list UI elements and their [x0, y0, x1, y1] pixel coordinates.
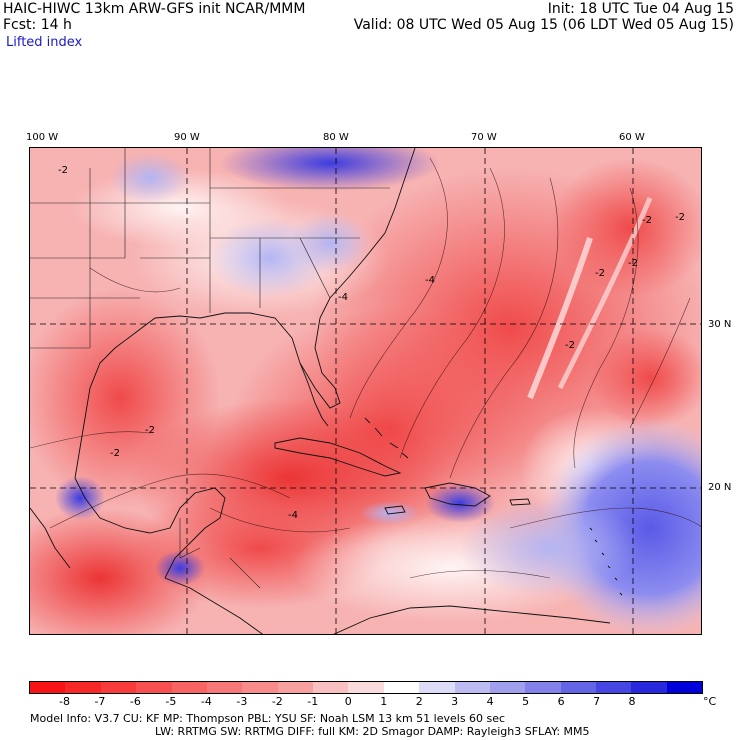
color-scale-tick-label: -5	[165, 695, 177, 708]
color-scale-segment	[136, 682, 172, 693]
lon-label-80w: 80 W	[323, 132, 349, 143]
color-scale-tick-label: 8	[628, 695, 636, 708]
color-scale-tick-label: 6	[557, 695, 565, 708]
contour-label: -2	[58, 165, 68, 176]
color-scale-segment	[383, 682, 420, 693]
color-scale-segment	[277, 682, 313, 693]
color-scale-segment	[171, 682, 207, 693]
contour-label: -2	[642, 215, 652, 226]
lon-label-60w: 60 W	[619, 132, 645, 143]
contour-label: -4	[425, 275, 435, 286]
color-scale-bar	[29, 681, 703, 694]
contour-label: -4	[338, 292, 348, 303]
color-scale-segment	[631, 682, 667, 693]
valid-time: Valid: 08 UTC Wed 05 Aug 15 (06 LDT Wed …	[353, 17, 734, 33]
contour-label: -2	[595, 268, 605, 279]
color-scale-segment	[65, 682, 101, 693]
contour-label: -2	[145, 425, 155, 436]
field-name: Lifted index	[6, 35, 83, 50]
forecast-hour: Fcst: 14 h	[3, 17, 72, 33]
color-scale-unit: °C	[703, 695, 717, 708]
lon-label-90w: 90 W	[174, 132, 200, 143]
color-scale-tick-label: -2	[271, 695, 283, 708]
init-time: Init: 18 UTC Tue 04 Aug 15	[547, 1, 734, 17]
color-scale-segment	[30, 682, 66, 693]
color-scale-segment	[489, 682, 526, 693]
lifted-index-map: -2 -4 -2 -2 -4 -2 -2 -2 -4 -2 -2	[29, 147, 702, 635]
color-scale-tick-label: -3	[236, 695, 248, 708]
color-scale-tick-label: 4	[486, 695, 494, 708]
contour-label: -2	[110, 448, 120, 459]
color-scale-segment	[596, 682, 632, 693]
color-scale-tick-label: 7	[593, 695, 601, 708]
contour-label: -2	[565, 340, 575, 351]
color-scale-tick-label: 2	[415, 695, 423, 708]
map-canvas: -2 -4 -2 -2 -4 -2 -2 -2 -4 -2 -2	[30, 148, 701, 634]
color-scale-tick-label: -4	[200, 695, 212, 708]
color-scale-tick-label: -6	[129, 695, 141, 708]
color-scale-segment	[206, 682, 243, 693]
model-info-line1: Model Info: V3.7 CU: KF MP: Thompson PBL…	[30, 712, 506, 725]
color-scale-tick-label: 1	[380, 695, 388, 708]
color-scale-tick-label: -7	[94, 695, 106, 708]
color-scale-tick-label: 0	[344, 695, 352, 708]
model-title: HAIC-HIWC 13km ARW-GFS init NCAR/MMM	[3, 1, 306, 17]
contour-label: -2	[628, 258, 638, 269]
color-scale-segment	[100, 682, 137, 693]
color-scale-tick-label: -8	[58, 695, 70, 708]
color-scale-tick-label: -1	[307, 695, 319, 708]
lon-label-100w: 100 W	[26, 132, 59, 143]
color-scale-tick-label: 3	[451, 695, 459, 708]
color-scale-segment	[560, 682, 596, 693]
color-scale-segment	[242, 682, 278, 693]
color-scale-segment	[454, 682, 490, 693]
color-scale-segment	[666, 682, 703, 693]
color-scale-segment	[525, 682, 561, 693]
color-scale-segment	[348, 682, 384, 693]
contour-label: -4	[288, 510, 298, 521]
contour-label: -2	[675, 212, 685, 223]
color-scale-segment	[313, 682, 349, 693]
color-scale-tick-label: 5	[522, 695, 530, 708]
lat-label-20n: 20 N	[708, 482, 732, 493]
lon-label-70w: 70 W	[471, 132, 497, 143]
color-scale-segment	[419, 682, 455, 693]
model-info-line2: LW: RRTMG SW: RRTMG DIFF: full KM: 2D Sm…	[155, 725, 590, 738]
lat-label-30n: 30 N	[708, 319, 732, 330]
